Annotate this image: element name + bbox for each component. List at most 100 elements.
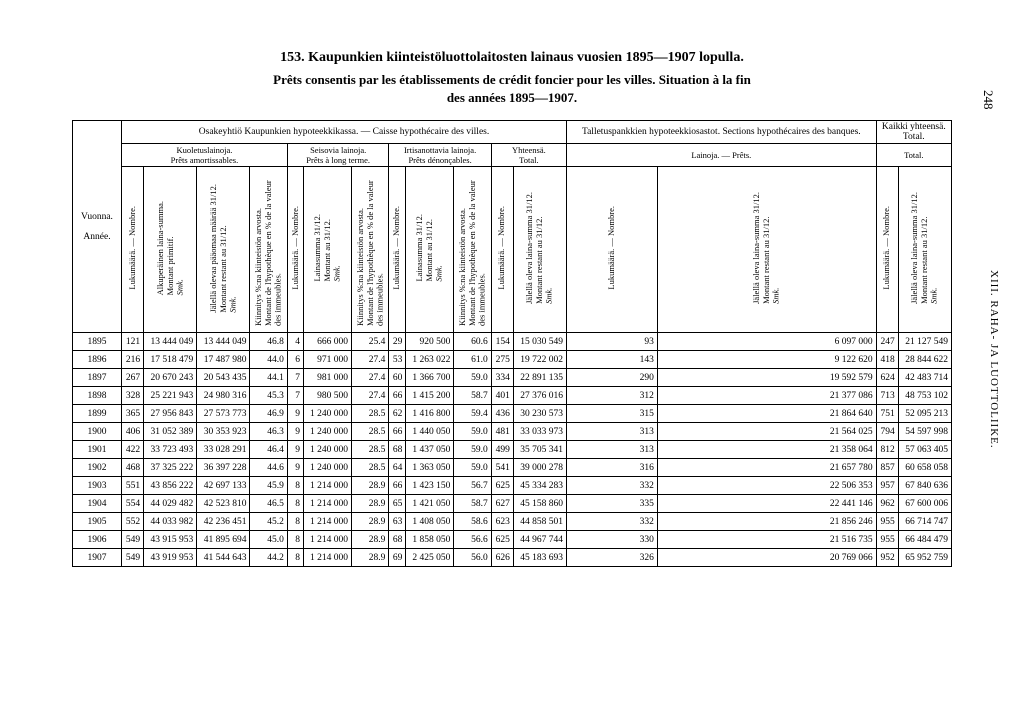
title-line-2: Prêts consentis par les établissements d… — [102, 72, 922, 88]
cell-value: 41 895 694 — [197, 531, 250, 549]
c10: Kiinnitys %:na kiinteistön arvosta.Monta… — [454, 167, 491, 333]
cell-value: 59.0 — [454, 369, 491, 387]
cell-value: 54 597 998 — [898, 423, 951, 441]
cell-value: 30 353 923 — [197, 423, 250, 441]
cell-value: 66 — [389, 477, 406, 495]
cell-value: 43 915 953 — [144, 531, 197, 549]
cell-value: 9 — [287, 441, 303, 459]
cell-value: 20 769 066 — [657, 549, 876, 567]
cell-value: 44 858 501 — [513, 513, 566, 531]
cell-value: 436 — [491, 405, 513, 423]
cell-value: 59.0 — [454, 423, 491, 441]
cell-value: 920 500 — [406, 333, 454, 351]
cell-value: 67 840 636 — [898, 477, 951, 495]
cell-value: 8 — [287, 531, 303, 549]
cell-value: 1 416 800 — [406, 405, 454, 423]
cell-value: 22 441 146 — [657, 495, 876, 513]
side-caption: XIII. RAHA- JA LUOTTOLIIKE. — [988, 270, 1000, 449]
cell-value: 1 415 200 — [406, 387, 454, 405]
cell-value: 326 — [567, 549, 658, 567]
cell-value: 247 — [876, 333, 898, 351]
cell-value: 44 967 744 — [513, 531, 566, 549]
cell-year: 1899 — [73, 405, 122, 423]
cell-value: 666 000 — [304, 333, 352, 351]
cell-value: 33 028 291 — [197, 441, 250, 459]
cell-value: 30 230 573 — [513, 405, 566, 423]
cell-value: 53 — [389, 351, 406, 369]
cell-value: 66 — [389, 423, 406, 441]
cell-value: 66 — [389, 387, 406, 405]
cell-value: 15 030 549 — [513, 333, 566, 351]
cell-value: 36 397 228 — [197, 459, 250, 477]
cell-value: 554 — [122, 495, 144, 513]
cell-value: 65 952 759 — [898, 549, 951, 567]
cell-year: 1898 — [73, 387, 122, 405]
c11: Lukumäärä. — Nombre. — [491, 167, 513, 333]
cell-value: 28.5 — [352, 423, 389, 441]
cell-value: 624 — [876, 369, 898, 387]
cell-value: 121 — [122, 333, 144, 351]
cell-value: 59.0 — [454, 441, 491, 459]
cell-value: 499 — [491, 441, 513, 459]
cell-value: 45.0 — [250, 531, 287, 549]
c1: Lukumäärä. — Nombre. — [122, 167, 144, 333]
c14: Jälellä oleva laina-summa 31/12.Montant … — [657, 167, 876, 333]
cell-value: 39 000 278 — [513, 459, 566, 477]
cell-value: 6 — [287, 351, 303, 369]
cell-value: 45 334 283 — [513, 477, 566, 495]
cell-value: 24 980 316 — [197, 387, 250, 405]
cell-value: 44 033 982 — [144, 513, 197, 531]
cell-value: 58.7 — [454, 495, 491, 513]
cell-value: 625 — [491, 477, 513, 495]
cell-value: 46.3 — [250, 423, 287, 441]
cell-value: 28 844 622 — [898, 351, 951, 369]
cell-value: 216 — [122, 351, 144, 369]
cell-value: 13 444 049 — [197, 333, 250, 351]
cell-value: 332 — [567, 477, 658, 495]
cell-value: 45.2 — [250, 513, 287, 531]
cell-value: 42 236 451 — [197, 513, 250, 531]
cell-value: 335 — [567, 495, 658, 513]
table-row: 190142233 723 49333 028 29146.491 240 00… — [73, 441, 952, 459]
cell-value: 316 — [567, 459, 658, 477]
cell-value: 27 376 016 — [513, 387, 566, 405]
cell-value: 6 097 000 — [657, 333, 876, 351]
cell-year: 1896 — [73, 351, 122, 369]
cell-value: 401 — [491, 387, 513, 405]
cell-value: 27.4 — [352, 351, 389, 369]
cell-value: 46.5 — [250, 495, 287, 513]
cell-value: 154 — [491, 333, 513, 351]
cell-year: 1897 — [73, 369, 122, 387]
cell-value: 1 214 000 — [304, 495, 352, 513]
cell-value: 69 — [389, 549, 406, 567]
table-row: 189726720 670 24320 543 43544.17981 0002… — [73, 369, 952, 387]
cell-value: 27 573 773 — [197, 405, 250, 423]
cell-value: 422 — [122, 441, 144, 459]
cell-value: 64 — [389, 459, 406, 477]
cell-value: 45 158 860 — [513, 495, 566, 513]
cell-value: 44.6 — [250, 459, 287, 477]
cell-value: 28.5 — [352, 459, 389, 477]
cell-value: 44.2 — [250, 549, 287, 567]
cell-value: 8 — [287, 513, 303, 531]
cell-value: 328 — [122, 387, 144, 405]
cell-value: 1 214 000 — [304, 477, 352, 495]
cell-value: 42 523 810 — [197, 495, 250, 513]
cell-value: 60 — [389, 369, 406, 387]
cell-value: 33 033 973 — [513, 423, 566, 441]
cell-value: 812 — [876, 441, 898, 459]
cell-value: 8 — [287, 477, 303, 495]
cell-value: 43 919 953 — [144, 549, 197, 567]
cell-value: 52 095 213 — [898, 405, 951, 423]
cell-value: 365 — [122, 405, 144, 423]
cell-value: 57 063 405 — [898, 441, 951, 459]
c12: Jälellä oleva laina-summa 31/12.Montant … — [513, 167, 566, 333]
group-a: Osakeyhtiö Kaupunkien hypoteekkikassa. —… — [122, 121, 567, 144]
cell-value: 28.9 — [352, 477, 389, 495]
data-table: Vuonna. Année. Osakeyhtiö Kaupunkien hyp… — [72, 120, 952, 567]
cell-year: 1901 — [73, 441, 122, 459]
cell-value: 468 — [122, 459, 144, 477]
c2: Alkuperäinen laina-summa.Montant primiti… — [144, 167, 197, 333]
cell-value: 21 516 735 — [657, 531, 876, 549]
table-row: 190040631 052 38930 353 92346.391 240 00… — [73, 423, 952, 441]
